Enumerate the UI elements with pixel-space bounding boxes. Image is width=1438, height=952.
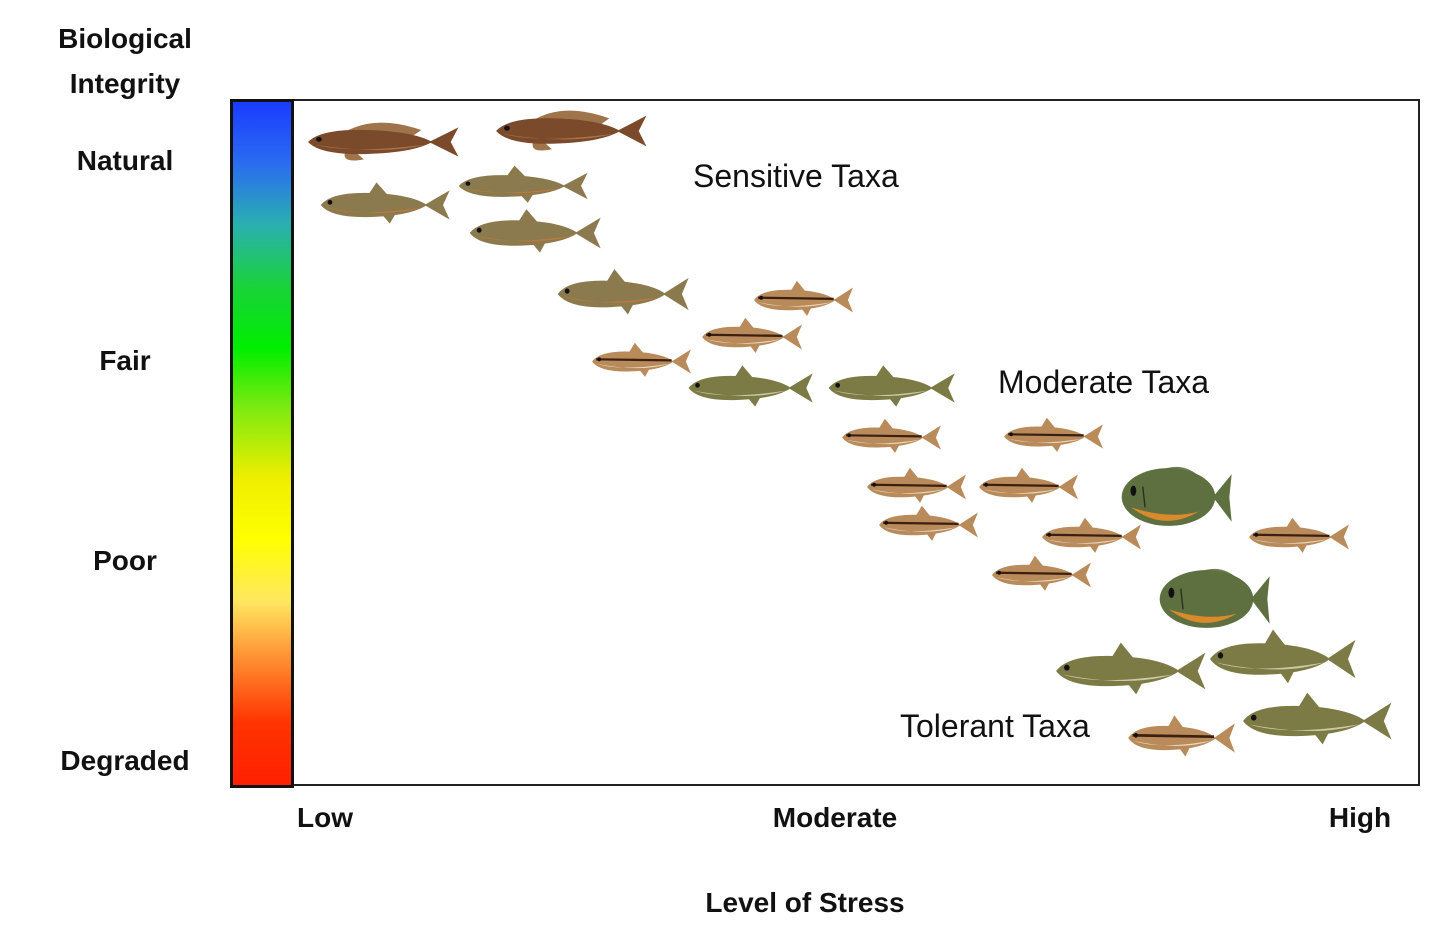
fish-trout-1 — [459, 166, 588, 203]
fish-dace-1 — [754, 281, 853, 316]
fish-dace-12 — [1128, 715, 1235, 756]
fish-dace-7 — [979, 468, 1078, 503]
label-sensitive-taxa: Sensitive Taxa — [693, 158, 899, 195]
fish-dace-3 — [592, 343, 691, 377]
fish-sculpin-2 — [496, 111, 646, 151]
fish-stoneroller-4 — [1210, 630, 1356, 684]
fish-sculpin-1 — [308, 123, 458, 161]
fish-sunfish-2 — [1160, 569, 1270, 628]
fish-dace-2 — [702, 318, 802, 353]
fish-trout-3 — [470, 209, 601, 252]
fish-dace-5 — [1004, 418, 1103, 452]
fish-trout-2 — [321, 182, 450, 223]
x-tick-moderate: Moderate — [755, 802, 915, 834]
label-tolerant-taxa: Tolerant Taxa — [900, 708, 1090, 745]
fish-stoneroller-1 — [689, 365, 813, 406]
x-axis-title: Level of Stress — [655, 887, 955, 919]
fish-dace-8 — [879, 506, 978, 541]
label-moderate-taxa: Moderate Taxa — [998, 364, 1209, 401]
fish-dace-10 — [1249, 518, 1349, 553]
fish-sunfish-1 — [1122, 467, 1232, 526]
fish-stoneroller-3 — [1056, 643, 1205, 695]
fish-trout-4 — [558, 269, 689, 314]
fish-dace-11 — [992, 556, 1091, 591]
fish-stoneroller-2 — [829, 365, 955, 406]
x-tick-high: High — [1315, 802, 1405, 834]
x-tick-low: Low — [280, 802, 370, 834]
fish-dace-9 — [1042, 518, 1141, 553]
fish-dace-4 — [842, 419, 941, 453]
fish-stoneroller-5 — [1243, 693, 1391, 745]
fish-dace-6 — [867, 468, 966, 503]
